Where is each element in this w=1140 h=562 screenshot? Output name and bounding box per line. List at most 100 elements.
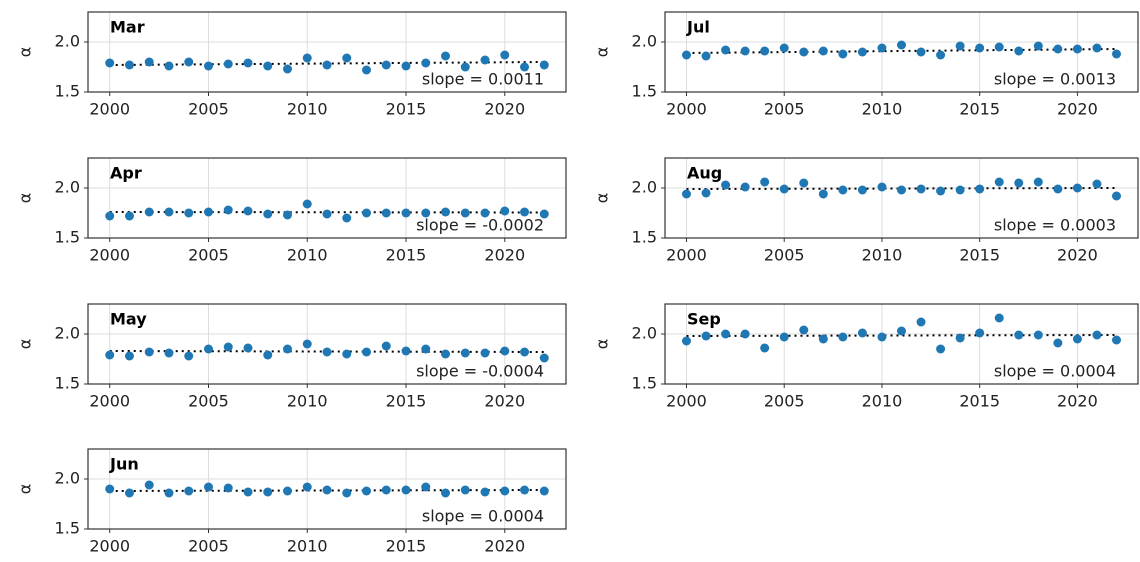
trend-line <box>686 48 1117 54</box>
panel-title: May <box>110 310 147 329</box>
point <box>381 485 391 495</box>
point <box>164 488 174 498</box>
point <box>362 347 372 357</box>
point <box>936 186 946 196</box>
point <box>144 480 154 490</box>
panel-title: Jul <box>686 18 710 37</box>
point <box>857 47 867 57</box>
point <box>539 60 549 70</box>
point <box>441 207 451 217</box>
point <box>480 55 490 65</box>
point <box>282 64 292 74</box>
point <box>975 43 985 53</box>
x-tick-label: 2010 <box>862 392 903 411</box>
point <box>740 182 750 192</box>
point <box>838 49 848 59</box>
point <box>916 47 926 57</box>
point <box>302 199 312 209</box>
point <box>701 51 711 61</box>
point <box>1014 178 1024 188</box>
point <box>760 46 770 56</box>
point <box>480 348 490 358</box>
x-tick-label: 2000 <box>89 246 130 265</box>
y-axis-label: α <box>593 193 612 204</box>
axes-frame <box>664 157 1139 239</box>
point <box>381 341 391 351</box>
point <box>1014 330 1024 340</box>
y-axis-label: α <box>593 47 612 58</box>
point <box>322 485 332 495</box>
y-tick-label: 2.0 <box>55 324 80 343</box>
y-tick-label: 2.0 <box>632 324 657 343</box>
y-tick-label: 1.5 <box>55 519 80 538</box>
point <box>124 211 134 221</box>
point <box>1033 177 1043 187</box>
point <box>322 347 332 357</box>
point <box>401 485 411 495</box>
point <box>520 207 530 217</box>
x-tick-label: 2000 <box>666 100 707 119</box>
point <box>779 43 789 53</box>
point <box>421 208 431 218</box>
point <box>421 482 431 492</box>
point <box>936 50 946 60</box>
point <box>144 57 154 67</box>
point <box>362 65 372 75</box>
x-tick-label: 2015 <box>386 537 427 556</box>
point <box>263 350 273 360</box>
panel-title: Sep <box>687 310 721 329</box>
point <box>263 61 273 71</box>
point <box>838 332 848 342</box>
point <box>857 185 867 195</box>
point <box>441 349 451 359</box>
point <box>1072 183 1082 193</box>
point <box>203 482 213 492</box>
x-tick-label: 2005 <box>764 246 805 265</box>
x-tick-label: 2005 <box>764 392 805 411</box>
point <box>480 487 490 497</box>
point <box>682 336 691 346</box>
point <box>460 62 470 72</box>
annotation: slope = 0.0011 <box>422 70 544 89</box>
point <box>480 208 490 218</box>
x-tick-label: 2010 <box>287 100 328 119</box>
annotation: slope = 0.0013 <box>994 70 1116 89</box>
y-tick-label: 1.5 <box>55 82 80 101</box>
point <box>164 348 174 358</box>
point <box>203 61 213 71</box>
point <box>994 177 1004 187</box>
point <box>818 46 828 56</box>
point <box>322 60 332 70</box>
point <box>818 334 828 344</box>
axes-frame <box>664 303 1139 385</box>
axes-frame <box>87 303 567 385</box>
x-tick-label: 2015 <box>959 100 1000 119</box>
axes-frame <box>664 11 1139 93</box>
point <box>975 184 985 194</box>
point <box>184 57 194 67</box>
point <box>203 344 213 354</box>
point <box>124 351 134 361</box>
point <box>362 208 372 218</box>
x-tick-label: 2000 <box>89 537 130 556</box>
point <box>539 353 549 363</box>
panel-title: Apr <box>110 164 142 183</box>
y-axis-label: α <box>16 339 35 350</box>
panel-title: Mar <box>110 18 145 37</box>
point <box>721 180 731 190</box>
point <box>520 347 530 357</box>
annotation: slope = 0.0004 <box>422 507 544 526</box>
annotation: slope = 0.0003 <box>994 216 1116 235</box>
point <box>342 53 352 63</box>
point <box>1033 41 1043 51</box>
point <box>818 189 828 199</box>
point <box>779 332 789 342</box>
point <box>539 209 549 219</box>
x-tick-label: 2005 <box>188 100 229 119</box>
point <box>500 346 510 356</box>
x-tick-label: 2020 <box>484 392 525 411</box>
point <box>701 331 711 341</box>
point <box>500 206 510 216</box>
